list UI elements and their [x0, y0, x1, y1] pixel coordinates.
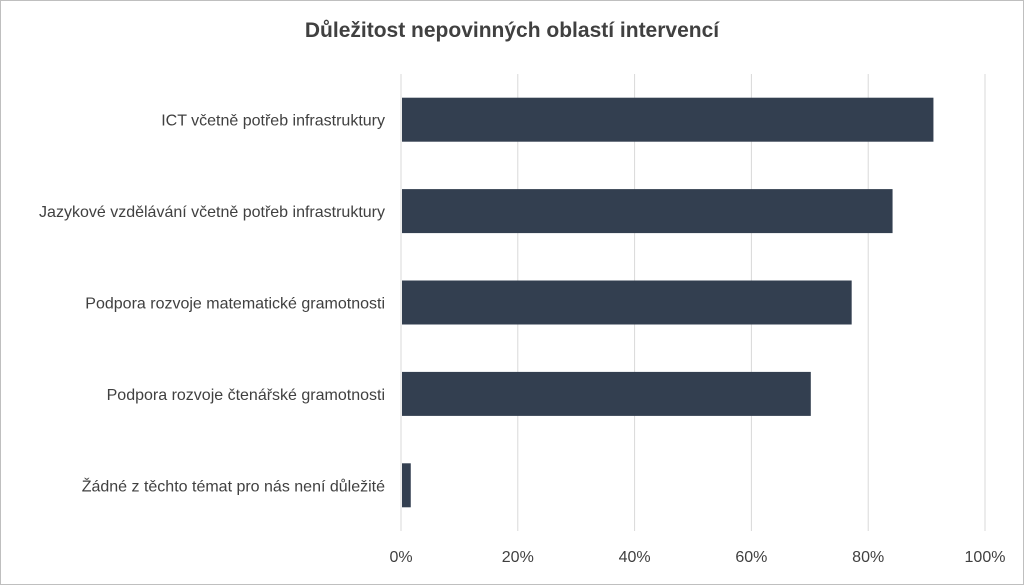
category-label-0: ICT včetně potřeb infrastruktury [161, 113, 385, 130]
chart-title: Důležitost nepovinných oblastí intervenc… [304, 19, 720, 42]
x-tick-label-2: 40% [619, 549, 651, 566]
category-label-1: Jazykové vzdělávání včetně potřeb infras… [39, 204, 385, 221]
bar-4 [402, 463, 411, 508]
x-tick-label-3: 60% [735, 549, 767, 566]
x-tick-label-4: 80% [852, 549, 884, 566]
bar-2 [402, 280, 852, 325]
bar-0 [402, 97, 934, 142]
category-label-2: Podpora rozvoje matematické gramotnosti [85, 296, 385, 313]
x-tick-label-1: 20% [502, 549, 534, 566]
category-label-4: Žádné z těchto témat pro nás není důleži… [82, 476, 385, 495]
x-tick-label-0: 0% [389, 549, 412, 566]
category-label-3: Podpora rozvoje čtenářské gramotnosti [107, 387, 385, 404]
bar-1 [402, 189, 893, 234]
bar-3 [402, 371, 811, 416]
x-tick-label-5: 100% [965, 549, 1006, 566]
